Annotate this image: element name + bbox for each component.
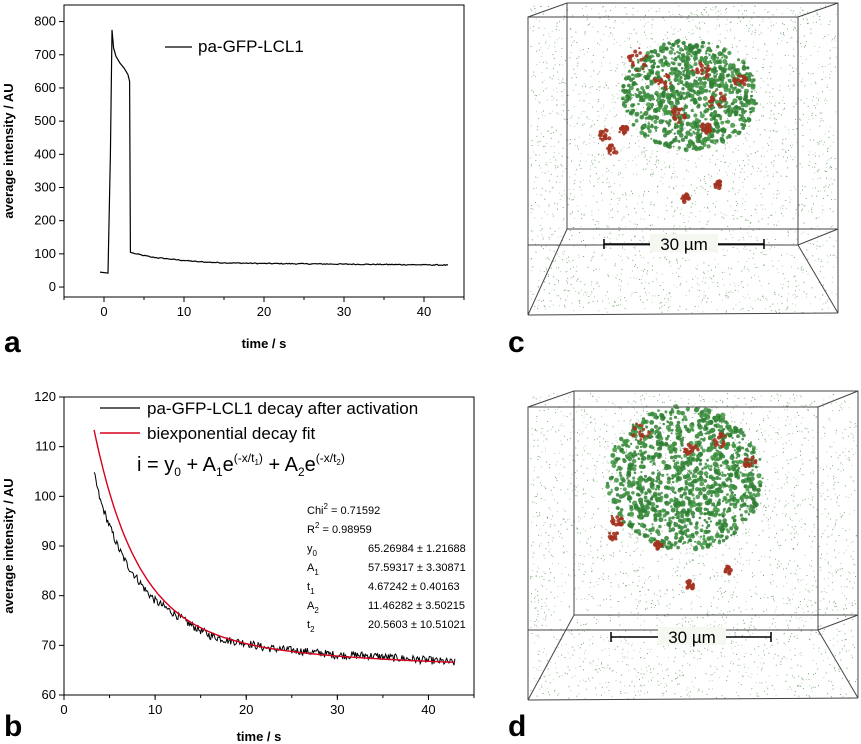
panel-b-ytick-label: 120 xyxy=(34,389,56,404)
panel-b-chi-squared: Chi2 = 0.71592 xyxy=(307,502,380,517)
panel-b-chart: 0 10 20 30 40 60 70 80 90 100 110 120 pa-GFP-LCL1 d… xyxy=(1,389,475,744)
panel-a-ytick-label: 0 xyxy=(49,279,56,294)
panel-b-param-value: 4.67242 ± 0.40163 xyxy=(368,581,460,593)
panel-b-xlabel: time / s xyxy=(237,729,282,744)
panel-a-ytick-label: 700 xyxy=(34,47,56,62)
panel-b-xtick-label: 30 xyxy=(330,702,344,717)
panel-d-background-speckle xyxy=(530,393,857,699)
panel-b-param-name: t2 xyxy=(307,619,315,634)
panel-b-fit-stats: Chi2 = 0.71592 R2 = 0.98959 y0 65.26984 ±… xyxy=(307,502,466,634)
panel-b-legend-label-fit: biexponential decay fit xyxy=(147,424,316,443)
panel-b-param-value: 65.26984 ± 1.21688 xyxy=(368,543,466,555)
panel-b-ytick-label: 60 xyxy=(42,687,56,702)
panel-d-letter: d xyxy=(508,710,526,743)
panel-c-cell-volume xyxy=(598,38,759,204)
panel-a-ytick-label: 200 xyxy=(34,213,56,228)
panel-a-ytick-label: 500 xyxy=(34,113,56,128)
panel-a-ytick-label: 600 xyxy=(34,80,56,95)
panel-a-letter: a xyxy=(4,326,21,359)
panel-c-letter: c xyxy=(508,326,525,359)
panel-d-scale-label: 30 µm xyxy=(668,628,716,647)
panel-b-ytick-label: 100 xyxy=(34,488,56,503)
panel-a-xtick-label: 10 xyxy=(177,304,191,319)
panel-a-ylabel: average intensity / AU xyxy=(1,83,16,218)
panel-b-series-fit-line xyxy=(93,429,455,663)
panel-b-param-value: 11.46282 ± 3.50215 xyxy=(368,600,465,612)
panel-b-r-squared: R2 = 0.98959 xyxy=(307,521,372,536)
panel-a-xtick-label: 20 xyxy=(257,304,271,319)
panel-a-ytick-label: 300 xyxy=(34,180,56,195)
panel-b-letter: b xyxy=(4,710,22,743)
panel-a-ytick-label: 800 xyxy=(34,14,56,29)
panel-a-xtick-label: 40 xyxy=(417,304,431,319)
panel-b-param-name: y0 xyxy=(307,543,318,558)
panel-b-param-name: A1 xyxy=(307,562,319,577)
panel-b-xtick-label: 10 xyxy=(148,702,162,717)
panel-b-ylabel: average intensity / AU xyxy=(1,478,16,613)
panel-a-xtick-label: 30 xyxy=(337,304,351,319)
panel-d-scale-bar: 30 µm xyxy=(610,627,772,647)
panel-a-xlabel: time / s xyxy=(242,336,287,351)
panel-b-param-name: t1 xyxy=(307,581,315,596)
panel-c-scale-bar: 30 µm xyxy=(603,234,765,254)
panel-b-ytick-label: 80 xyxy=(42,588,56,603)
panel-a-ytick-label: 100 xyxy=(34,246,56,261)
panel-b-ytick-label: 90 xyxy=(42,538,56,553)
panel-c-bounding-box xyxy=(527,2,839,316)
panel-b-ytick-label: 70 xyxy=(42,637,56,652)
panel-b-param-value: 57.59317 ± 3.30871 xyxy=(368,562,466,574)
panel-c-render: 30 µm c xyxy=(508,2,839,359)
panel-a-series-line xyxy=(99,29,449,274)
panel-d-cell-volume xyxy=(605,404,764,591)
panel-b-xtick-label: 40 xyxy=(421,702,435,717)
panel-a-ytick-label: 400 xyxy=(34,146,56,161)
panel-c-scale-label: 30 µm xyxy=(660,235,708,254)
panel-b-param-value: 20.5603 ± 10.51021 xyxy=(368,619,466,631)
panel-b-param-name: A2 xyxy=(307,600,319,615)
panel-b-legend-label-data: pa-GFP-LCL1 decay after activation xyxy=(147,399,418,418)
panel-d-render: 30 µm d xyxy=(508,390,859,743)
panel-b-xtick-label: 20 xyxy=(239,702,253,717)
panel-b-ytick-label: 110 xyxy=(35,439,56,454)
panel-b-equation: i = y0 + A1e(-x/t1) + A2e(-x/t2) xyxy=(137,451,345,479)
panel-d-bounding-box xyxy=(527,390,859,701)
panel-a-legend-label: pa-GFP-LCL1 xyxy=(198,37,304,56)
panel-b-xtick-label: 0 xyxy=(60,702,67,717)
panel-a-xtick-label: 0 xyxy=(100,304,107,319)
